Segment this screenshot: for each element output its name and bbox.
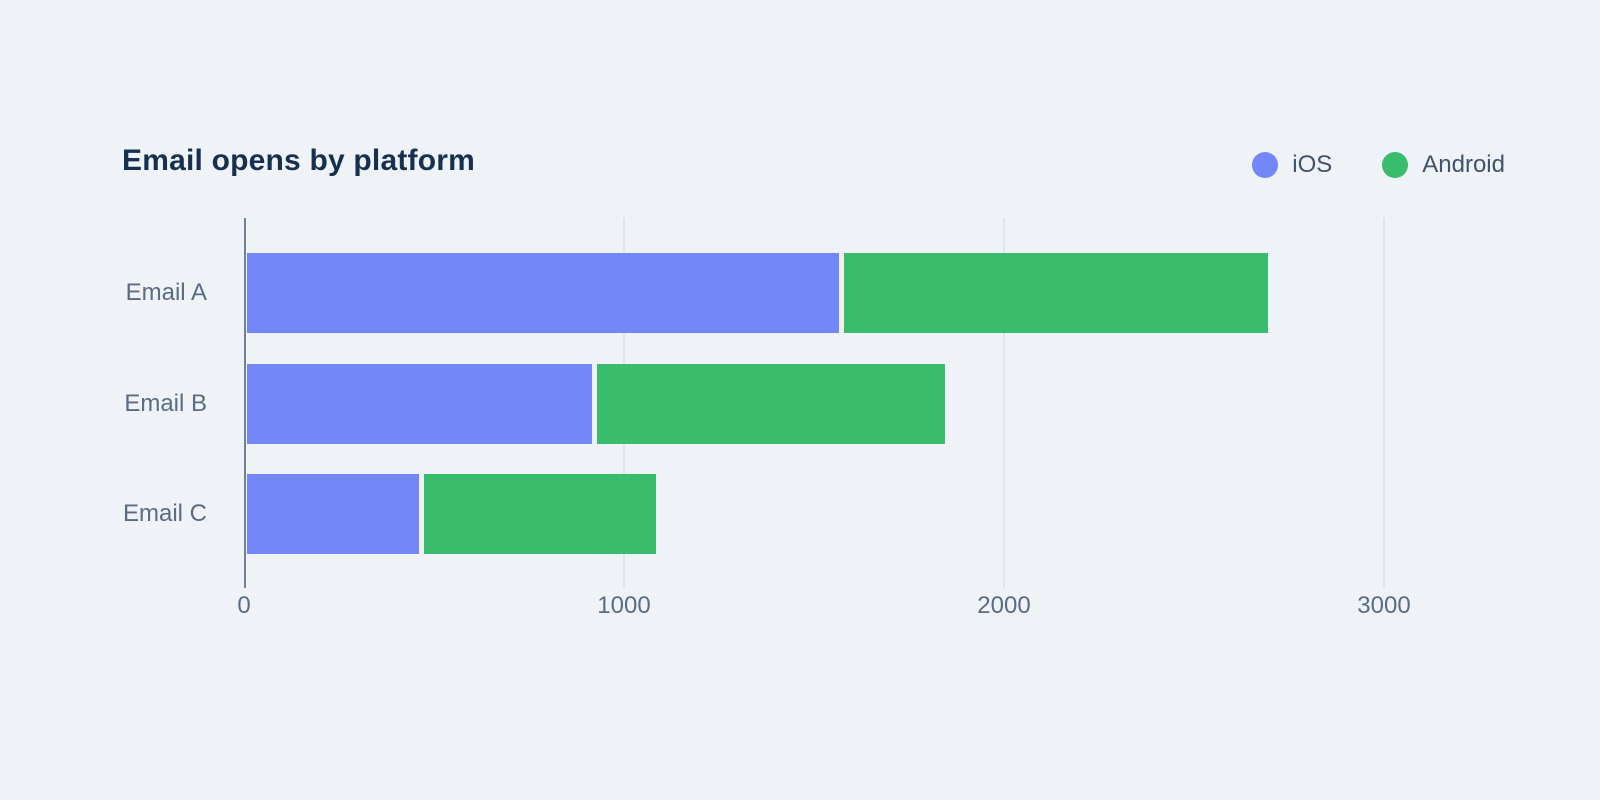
x-tick-label: 2000 [977, 592, 1031, 619]
legend-label-android: Android [1422, 151, 1505, 178]
y-axis-line [244, 218, 246, 588]
bar-segment-ios [247, 253, 839, 333]
bar-segment-android [844, 253, 1268, 333]
bar-segment-ios [247, 363, 592, 444]
bar-segment-android [424, 474, 657, 554]
category-label: Email B [124, 389, 207, 417]
ios-legend-dot-icon [1252, 152, 1279, 178]
x-gridline [1003, 218, 1005, 588]
chart-title: Email opens by platform [122, 144, 475, 177]
x-tick-label: 1000 [597, 592, 651, 619]
category-label: Email C [122, 500, 207, 527]
x-gridline [1383, 218, 1385, 588]
legend-label-ios: iOS [1292, 151, 1333, 178]
x-tick-label: 3000 [1357, 592, 1411, 619]
bar-segment-android [597, 363, 945, 444]
bar-segment-ios [247, 474, 420, 554]
legend: iOS Android [1252, 151, 1505, 179]
x-tick-label: 0 [237, 592, 251, 619]
android-legend-dot-icon [1382, 152, 1409, 178]
legend-item-ios[interactable]: iOS [1252, 151, 1332, 179]
category-label: Email A [125, 279, 207, 306]
legend-item-android[interactable]: Android [1382, 151, 1505, 179]
